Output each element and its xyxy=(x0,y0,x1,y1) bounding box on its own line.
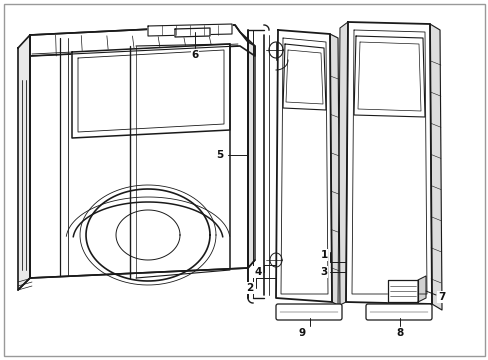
Polygon shape xyxy=(346,22,431,304)
Text: 7: 7 xyxy=(437,292,445,302)
FancyBboxPatch shape xyxy=(365,304,431,320)
Text: 5: 5 xyxy=(216,150,223,160)
FancyBboxPatch shape xyxy=(275,304,341,320)
Text: 6: 6 xyxy=(191,50,198,60)
Text: 1: 1 xyxy=(320,250,327,260)
Polygon shape xyxy=(175,28,209,37)
Polygon shape xyxy=(329,34,339,306)
Text: 2: 2 xyxy=(246,283,253,293)
Text: 4: 4 xyxy=(254,267,261,277)
Polygon shape xyxy=(247,42,254,268)
Polygon shape xyxy=(30,25,254,56)
Polygon shape xyxy=(387,280,417,302)
Polygon shape xyxy=(429,24,441,310)
Polygon shape xyxy=(337,22,347,306)
Text: 3: 3 xyxy=(320,267,327,277)
Text: 8: 8 xyxy=(396,328,403,338)
Polygon shape xyxy=(417,276,425,302)
Polygon shape xyxy=(275,30,331,302)
Polygon shape xyxy=(30,25,247,278)
Text: 9: 9 xyxy=(298,328,305,338)
Polygon shape xyxy=(148,24,231,36)
Polygon shape xyxy=(72,44,229,138)
Polygon shape xyxy=(18,35,30,290)
